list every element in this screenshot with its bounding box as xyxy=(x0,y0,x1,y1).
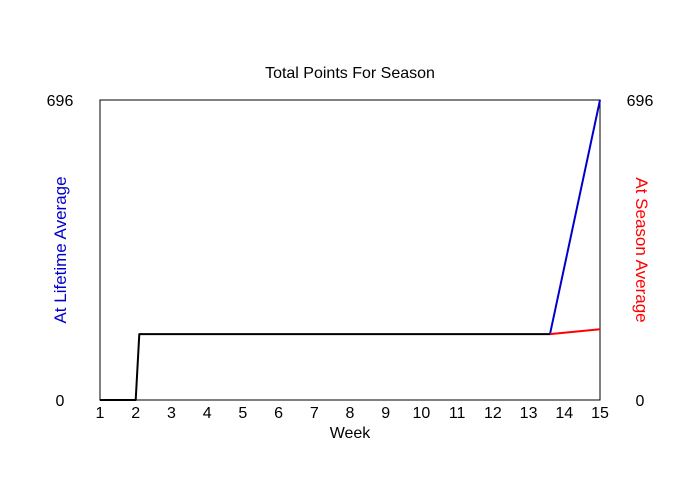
y-tick-labels: 0 696 0 696 xyxy=(47,93,654,410)
plot-area xyxy=(99,99,601,401)
series-line-3 xyxy=(549,328,601,336)
x-tick-labels: 1 2 3 4 5 6 7 8 9 10 11 12 13 14 15 xyxy=(96,405,609,422)
series-line-1 xyxy=(100,333,550,401)
x-tick-label: 3 xyxy=(167,405,176,422)
x-tick-label: 1 xyxy=(96,405,105,422)
x-tick-label: 6 xyxy=(274,405,283,422)
x-axis-label: Week xyxy=(330,425,372,442)
y-tick-label-right: 0 xyxy=(636,393,645,410)
x-tick-label: 9 xyxy=(381,405,390,422)
y-axis-label-right: At Season Average xyxy=(632,177,651,322)
x-tick-label: 12 xyxy=(484,405,502,422)
series-line-2 xyxy=(549,99,601,335)
y-axis-label-left: At Lifetime Average xyxy=(51,176,70,323)
x-tick-label: 13 xyxy=(520,405,538,422)
x-tick-label: 14 xyxy=(555,405,573,422)
y-tick-label-right: 696 xyxy=(627,93,654,110)
series-layer xyxy=(100,99,601,401)
x-tick-label: 15 xyxy=(591,405,609,422)
x-tick-label: 5 xyxy=(238,405,247,422)
chart-title: Total Points For Season xyxy=(265,65,435,82)
x-tick-label: 10 xyxy=(413,405,431,422)
y-tick-label-left: 0 xyxy=(56,393,65,410)
x-tick-label: 11 xyxy=(449,405,466,422)
x-tick-label: 4 xyxy=(203,405,212,422)
x-tick-label: 2 xyxy=(131,405,140,422)
x-tick-label: 8 xyxy=(346,405,355,422)
x-tick-label: 7 xyxy=(310,405,319,422)
y-tick-label-left: 696 xyxy=(47,93,74,110)
